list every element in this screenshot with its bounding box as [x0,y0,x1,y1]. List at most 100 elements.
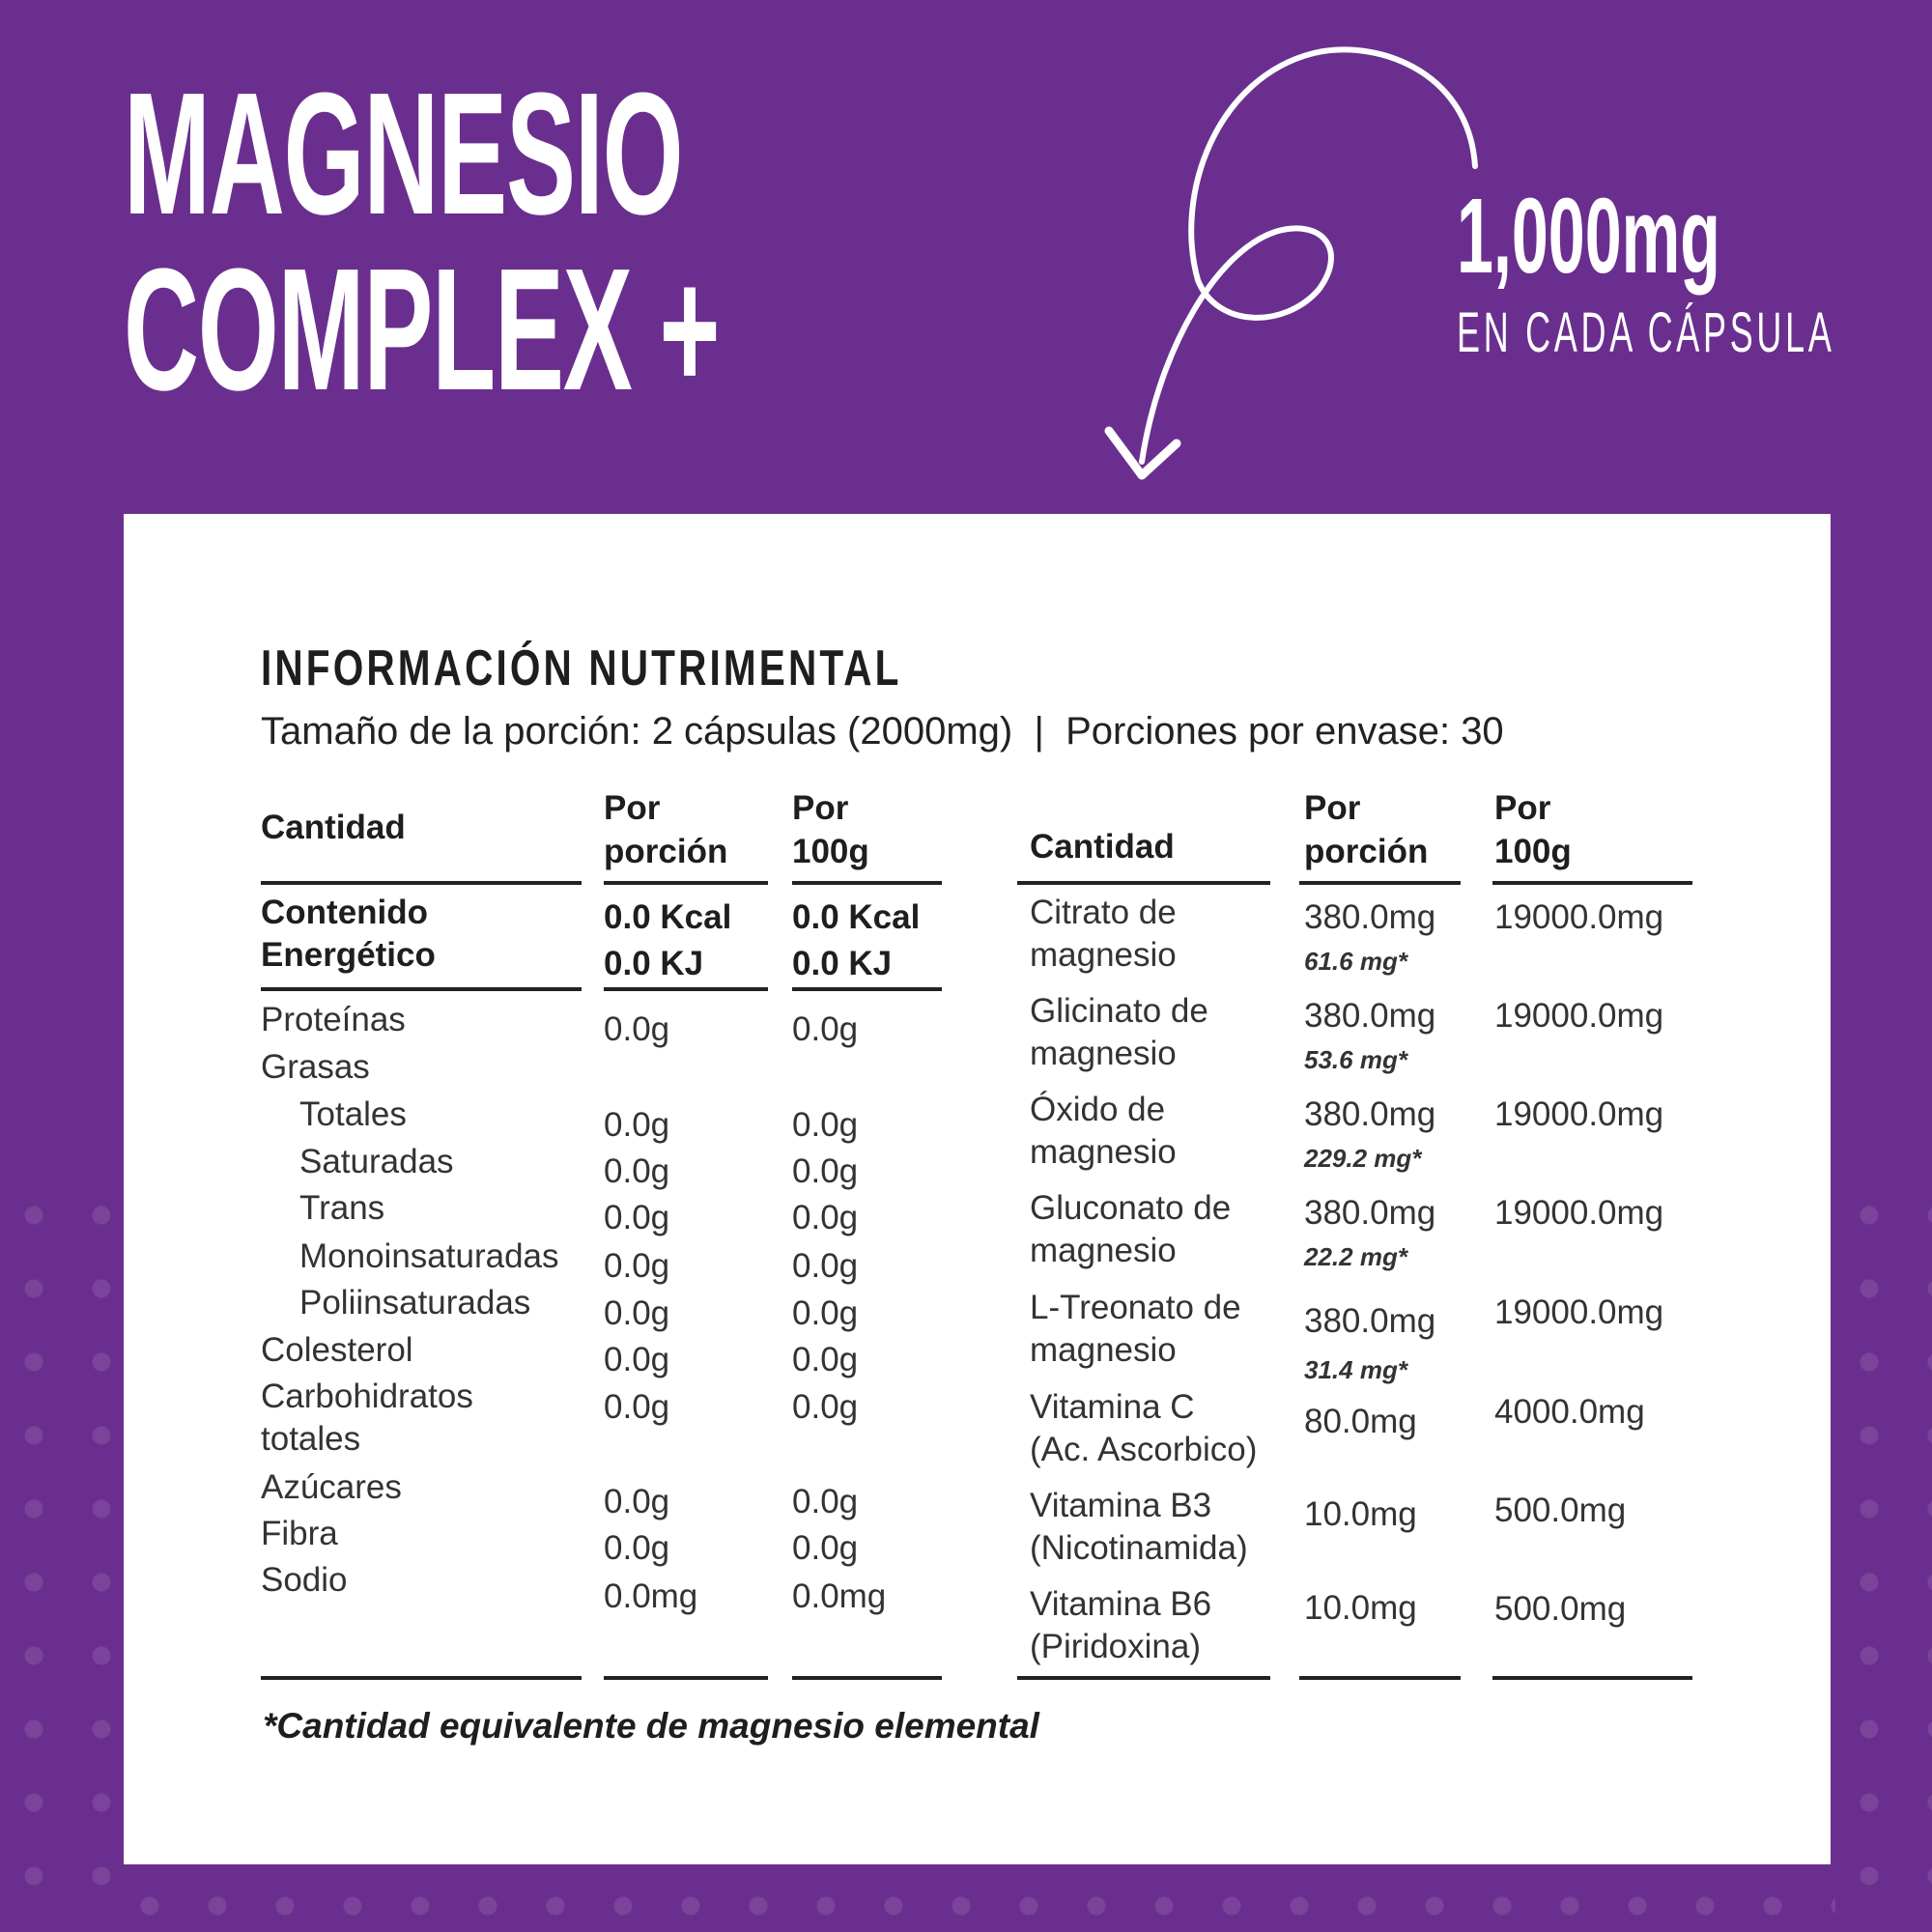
energy-divider [604,987,768,991]
nutrient-per-100g: 0.0g [792,1106,859,1144]
left-header-per-100g: 100g [792,833,869,870]
left-header-per-100g: Por [792,789,849,827]
header-divider [792,881,942,885]
nutrient-per-serving: 0.0g [604,1152,670,1190]
ingredient-label: (Piridoxina) [1030,1628,1201,1665]
ingredient-label: (Ac. Ascorbico) [1030,1431,1258,1468]
ingredient-per-serving: 380.0mg [1304,1095,1436,1133]
curly-arrow-down-icon [1104,46,1478,480]
ingredient-label: magnesio [1030,1035,1177,1072]
nutrient-per-100g: 0.0g [792,1529,859,1567]
nutrient-per-100g: 0.0g [792,1388,859,1426]
left-header-per-serving: porción [604,833,728,870]
ingredient-per-100g: 4000.0mg [1494,1393,1645,1431]
elemental-magnesium: 22.2 mg* [1304,1242,1407,1271]
background-pattern-bottom [116,1869,1835,1932]
ingredient-per-serving: 380.0mg [1304,997,1436,1035]
bottom-divider [1017,1676,1270,1680]
ingredient-per-100g: 19000.0mg [1494,997,1664,1035]
ingredient-per-100g: 19000.0mg [1494,898,1664,936]
energy-per-serving: 0.0 Kcal [604,898,732,936]
nutrient-label: Azúcares [261,1468,402,1506]
nutrient-per-serving: 0.0g [604,1106,670,1144]
nutrient-per-serving: 0.0g [604,1388,670,1426]
ingredient-label: Vitamina B3 [1030,1487,1212,1524]
nutrient-label: Proteínas [261,1001,406,1038]
nutrient-per-serving: 0.0g [604,1294,670,1332]
right-header-per-100g: 100g [1494,833,1572,870]
nutrition-card [124,514,1831,1864]
elemental-magnesium: 31.4 mg* [1304,1355,1407,1384]
ingredient-label: Glicinato de [1030,992,1208,1030]
ingredient-label: magnesio [1030,1232,1177,1269]
nutrient-per-serving: 0.0g [604,1010,670,1048]
ingredient-label: magnesio [1030,936,1177,974]
right-header-label: Cantidad [1030,828,1175,866]
nutrient-per-serving: 0.0g [604,1247,670,1285]
ingredient-per-serving: 380.0mg [1304,1302,1436,1340]
ingredient-per-100g: 19000.0mg [1494,1095,1664,1133]
product-title-line1: MAGNESIO [124,57,684,251]
ingredient-per-100g: 19000.0mg [1494,1293,1664,1331]
nutrient-label: Carbohidratos totales [261,1378,473,1458]
ingredient-per-serving: 380.0mg [1304,1194,1436,1232]
header-divider [604,881,768,885]
ingredient-per-100g: 500.0mg [1494,1492,1627,1529]
bottom-divider [1299,1676,1461,1680]
nutrient-per-100g: 0.0g [792,1199,859,1236]
ingredient-label: Citrato de [1030,894,1177,931]
nutrient-per-100g: 0.0g [792,1483,859,1520]
right-header-per-serving: porción [1304,833,1429,870]
nutrient-per-serving: 0.0g [604,1529,670,1567]
ingredient-per-serving: 80.0mg [1304,1403,1417,1440]
ingredient-label: Vitamina B6 [1030,1585,1212,1623]
background-pattern-left [0,1179,116,1932]
nutrient-label: Sodio [261,1561,348,1599]
panel-heading: INFORMACIÓN NUTRIMENTAL [261,640,902,696]
nutrient-per-100g: 0.0g [792,1152,859,1190]
bottom-divider [1492,1676,1692,1680]
ingredient-label: magnesio [1030,1133,1177,1171]
nutrient-per-100g: 0.0g [792,1341,859,1378]
nutrient-label: Fibra [261,1515,338,1552]
nutrient-label: Monoinsaturadas [299,1237,559,1275]
footnote: *Cantidad equivalente de magnesio elemen… [263,1706,1039,1746]
ingredient-label: Óxido de [1030,1091,1166,1128]
dose-caption: EN CADA CÁPSULA [1457,301,1835,364]
nutrient-label: Totales [299,1095,407,1133]
background-pattern-right [1835,1179,1932,1932]
nutrient-per-serving: 0.0g [604,1483,670,1520]
energy-label: Energético [261,936,436,974]
energy-per-serving: 0.0 KJ [604,945,704,982]
header-divider [1492,881,1692,885]
nutrient-per-serving: 0.0g [604,1199,670,1236]
nutrient-label: Poliinsaturadas [299,1284,531,1321]
energy-divider [261,987,582,991]
nutrient-per-100g: 0.0g [792,1010,859,1048]
elemental-magnesium: 61.6 mg* [1304,947,1407,976]
energy-label: Contenido [261,894,429,931]
ingredient-per-serving: 10.0mg [1304,1589,1417,1627]
nutrient-label: Saturadas [299,1143,454,1180]
left-header-per-serving: Por [604,789,661,827]
dose-amount: 1,000mg [1457,177,1720,296]
ingredient-label: Vitamina C [1030,1388,1195,1426]
nutrient-per-100g: 0.0g [792,1247,859,1285]
elemental-magnesium: 53.6 mg* [1304,1045,1407,1074]
bottom-divider [604,1676,768,1680]
nutrient-label: Colesterol [261,1331,413,1369]
ingredient-label: magnesio [1030,1331,1177,1369]
header-divider [1017,881,1270,885]
left-header-label: Cantidad [261,809,406,846]
ingredient-per-100g: 500.0mg [1494,1590,1627,1628]
ingredient-label: (Nicotinamida) [1030,1529,1248,1567]
header-divider [1299,881,1461,885]
serving-info: Tamaño de la porción: 2 cápsulas (2000mg… [261,710,1504,753]
ingredient-label: L-Treonato de [1030,1289,1241,1326]
right-header-per-serving: Por [1304,789,1361,827]
nutrient-per-serving: 0.0mg [604,1577,698,1615]
energy-divider [792,987,942,991]
bottom-divider [261,1676,582,1680]
right-header-per-100g: Por [1494,789,1551,827]
ingredient-label: Gluconato de [1030,1189,1232,1227]
